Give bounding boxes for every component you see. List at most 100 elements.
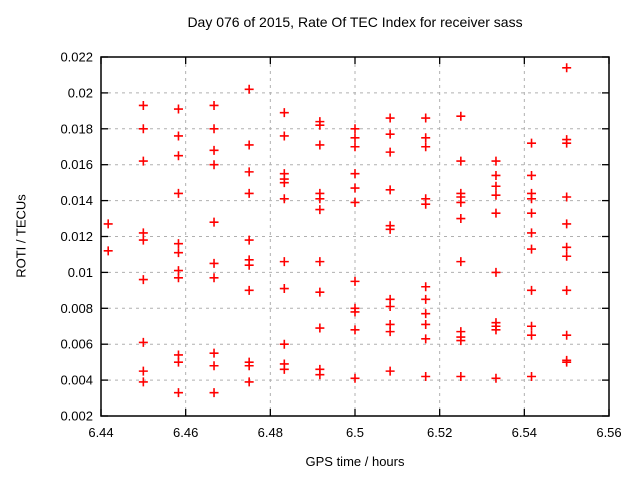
data-point bbox=[527, 285, 537, 295]
data-point bbox=[103, 219, 113, 229]
data-point bbox=[562, 219, 572, 229]
data-point bbox=[279, 364, 289, 374]
data-point bbox=[491, 156, 501, 166]
data-point bbox=[456, 336, 466, 346]
data-point bbox=[173, 388, 183, 398]
data-point bbox=[209, 100, 219, 110]
data-point bbox=[209, 348, 219, 358]
data-point bbox=[527, 321, 537, 331]
data-point bbox=[527, 330, 537, 340]
data-point bbox=[562, 192, 572, 202]
data-point bbox=[421, 319, 431, 329]
data-point bbox=[527, 228, 537, 238]
data-point bbox=[350, 183, 360, 193]
data-point bbox=[315, 257, 325, 267]
data-point bbox=[209, 124, 219, 134]
data-point bbox=[385, 327, 395, 337]
data-point bbox=[315, 120, 325, 130]
data-point bbox=[527, 372, 537, 382]
data-point bbox=[279, 131, 289, 141]
y-tick-label: 0.01 bbox=[68, 265, 93, 280]
data-point bbox=[527, 170, 537, 180]
y-axis-label: ROTI / TECUs bbox=[13, 194, 29, 278]
data-point bbox=[279, 339, 289, 349]
data-point bbox=[527, 194, 537, 204]
data-point bbox=[244, 188, 254, 198]
data-point bbox=[138, 235, 148, 245]
data-point bbox=[421, 294, 431, 304]
data-point bbox=[173, 239, 183, 249]
data-point bbox=[173, 248, 183, 258]
data-point bbox=[103, 246, 113, 256]
data-point bbox=[562, 330, 572, 340]
y-tick-label: 0.014 bbox=[60, 193, 93, 208]
data-point bbox=[173, 131, 183, 141]
data-point bbox=[421, 113, 431, 123]
y-tick-label: 0.008 bbox=[60, 301, 93, 316]
data-point bbox=[279, 178, 289, 188]
data-point bbox=[279, 108, 289, 118]
data-point bbox=[315, 194, 325, 204]
data-point bbox=[315, 323, 325, 333]
x-tick-label: 6.44 bbox=[88, 425, 113, 440]
x-tick-label: 6.48 bbox=[258, 425, 283, 440]
data-point bbox=[491, 325, 501, 335]
data-point bbox=[244, 140, 254, 150]
data-point bbox=[350, 276, 360, 286]
chart-title: Day 076 of 2015, Rate Of TEC Index for r… bbox=[187, 14, 523, 30]
data-point bbox=[385, 129, 395, 139]
data-point bbox=[385, 302, 395, 312]
data-point bbox=[138, 124, 148, 134]
data-point bbox=[315, 205, 325, 215]
data-point bbox=[138, 377, 148, 387]
data-point bbox=[527, 244, 537, 254]
data-point bbox=[244, 167, 254, 177]
data-point bbox=[350, 325, 360, 335]
data-point bbox=[491, 181, 501, 191]
data-point bbox=[562, 357, 572, 367]
data-point bbox=[173, 188, 183, 198]
data-point bbox=[385, 147, 395, 157]
data-point bbox=[456, 257, 466, 267]
data-point bbox=[456, 214, 466, 224]
y-tick-label: 0.022 bbox=[60, 50, 93, 65]
y-tick-label: 0.02 bbox=[68, 85, 93, 100]
data-point bbox=[385, 185, 395, 195]
data-point bbox=[138, 156, 148, 166]
data-point bbox=[421, 309, 431, 319]
data-point bbox=[244, 377, 254, 387]
data-point bbox=[315, 370, 325, 380]
data-point bbox=[244, 285, 254, 295]
data-point bbox=[350, 169, 360, 179]
data-point bbox=[173, 357, 183, 367]
data-point bbox=[456, 372, 466, 382]
data-point bbox=[562, 63, 572, 73]
data-point bbox=[138, 337, 148, 347]
x-tick-label: 6.54 bbox=[512, 425, 537, 440]
data-point bbox=[456, 197, 466, 207]
data-point bbox=[279, 194, 289, 204]
data-point bbox=[421, 142, 431, 152]
data-point bbox=[244, 84, 254, 94]
x-tick-label: 6.46 bbox=[173, 425, 198, 440]
data-point bbox=[173, 104, 183, 114]
data-point bbox=[209, 258, 219, 268]
data-point bbox=[209, 273, 219, 283]
data-point bbox=[138, 366, 148, 376]
data-point bbox=[421, 334, 431, 344]
data-point bbox=[562, 251, 572, 261]
data-point bbox=[173, 273, 183, 283]
data-point bbox=[421, 133, 431, 143]
data-point bbox=[315, 140, 325, 150]
data-point bbox=[173, 151, 183, 161]
data-point bbox=[209, 217, 219, 227]
x-tick-label: 6.52 bbox=[427, 425, 452, 440]
data-point bbox=[421, 199, 431, 209]
x-axis-label: GPS time / hours bbox=[305, 454, 405, 469]
y-tick-label: 0.016 bbox=[60, 157, 93, 172]
y-tick-label: 0.018 bbox=[60, 121, 93, 136]
data-point bbox=[138, 275, 148, 285]
data-point bbox=[491, 170, 501, 180]
data-point bbox=[350, 197, 360, 207]
data-point bbox=[350, 373, 360, 383]
